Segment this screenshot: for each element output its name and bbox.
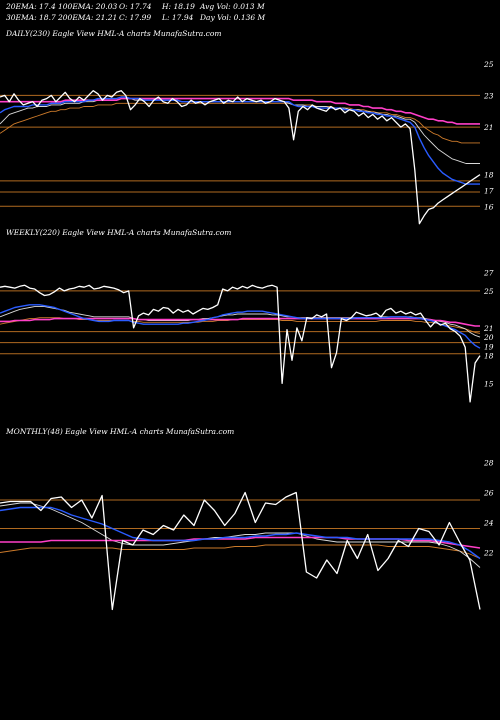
stat-20ema: 20EMA: 17.4 — [6, 2, 56, 11]
ema-white-thin-line — [0, 502, 481, 568]
stat-open: O: 17.74 — [119, 2, 152, 11]
ema-orange-line — [0, 544, 481, 559]
y-tick-label-0: 28 — [483, 459, 494, 468]
stat-30ema: 30EMA: 18.7 — [6, 13, 56, 22]
ema20-line — [0, 506, 481, 560]
y-tick-label-1: 25 — [483, 287, 494, 296]
y-tick-label-5: 16 — [484, 202, 494, 211]
y-tick-label-1: 26 — [483, 489, 494, 498]
ema-orange-line — [0, 317, 481, 334]
ema-stats-header: 20EMA: 17.4 100EMA: 20.03 O: 17.74 H: 18… — [0, 0, 500, 26]
y-tick-label-4: 17 — [484, 186, 494, 195]
y-tick-label-3: 20 — [483, 333, 494, 342]
ema20-line — [0, 304, 481, 349]
ema20-line — [0, 96, 480, 185]
y-tick-label-1: 23 — [483, 91, 494, 100]
ema-pink-line — [0, 317, 480, 327]
stat-low: L: 17.94 — [162, 13, 194, 22]
price-line — [0, 491, 481, 611]
weekly-chart-title: WEEKLY(220) Eagle View HML-A charts Muna… — [6, 228, 232, 237]
y-tick-label-2: 21 — [483, 324, 494, 333]
monthly-chart: 28 26 24 22 — [0, 459, 494, 611]
price-line — [0, 284, 481, 403]
price-line — [0, 90, 481, 225]
y-tick-label-5: 18 — [484, 352, 494, 361]
stat-close: C: 17.99 — [119, 13, 152, 22]
y-tick-label-4: 19 — [484, 342, 494, 351]
y-tick-label-0: 27 — [483, 268, 494, 277]
stat-200ema: 200EMA: 21.21 — [58, 13, 118, 22]
y-tick-label-6: 15 — [484, 379, 494, 388]
stat-avg-vol: Avg Vol: 0.013 M — [200, 2, 265, 11]
y-tick-label-3: 18 — [484, 171, 494, 180]
y-tick-label-0: 25 — [483, 60, 494, 69]
stat-high: H: 18.19 — [162, 2, 195, 11]
y-tick-label-2: 21 — [483, 123, 494, 132]
y-tick-label-3: 22 — [483, 549, 494, 558]
y-tick-label-2: 24 — [483, 519, 494, 528]
ema-white-thin-line — [0, 306, 481, 338]
daily-chart-title: DAILY(230) Eagle View HML-A charts Munaf… — [6, 29, 222, 38]
monthly-chart-title: MONTHLY(48) Eagle View HML-A charts Muna… — [6, 427, 235, 436]
daily-chart: 25 23 21 18 17 16 — [0, 60, 494, 225]
stat-day-vol: Day Vol: 0.136 M — [200, 13, 266, 22]
ema-orange-line — [0, 102, 480, 144]
stat-100ema: 100EMA: 20.03 — [58, 2, 118, 11]
